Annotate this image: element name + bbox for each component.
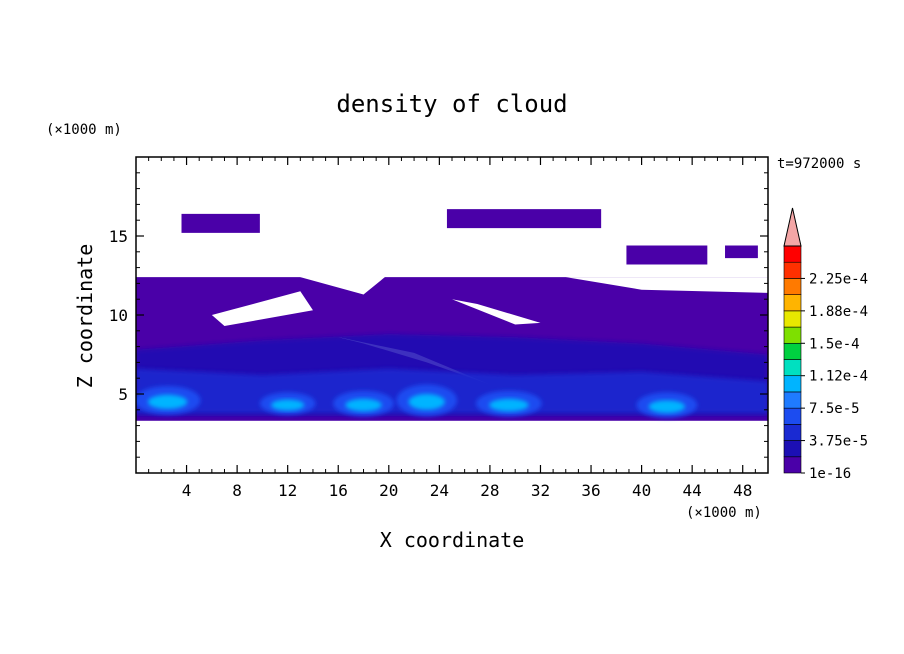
colorbar-swatch: [783, 456, 802, 474]
y-axis-label: Z coordinate: [73, 244, 97, 389]
core-inner-0: [147, 394, 188, 410]
clear-gap-0: [211, 291, 313, 327]
core-inner-4: [489, 398, 529, 412]
x-tick-label: 36: [581, 481, 600, 500]
cloud-region-4: [725, 245, 758, 259]
chart-title: density of cloud: [336, 90, 567, 118]
x-tick-label: 8: [232, 481, 242, 500]
colorbar-swatch: [783, 310, 802, 328]
x-tick-label: 40: [632, 481, 651, 500]
clear-gap-2: [452, 299, 541, 325]
colorbar-swatch: [783, 278, 802, 295]
colorbar-swatch: [783, 294, 802, 312]
core-inner-2: [345, 398, 382, 412]
colorbar-swatch: [783, 424, 802, 441]
colorbar-tick-label: 1.88e-4: [809, 304, 868, 320]
x-tick-label: 48: [733, 481, 752, 500]
cloud-region-3: [626, 245, 708, 265]
cloud-region-1: [181, 213, 260, 233]
x-tick-label: 20: [379, 481, 398, 500]
x-tick-label: 28: [480, 481, 499, 500]
colorbar-extend-arrow: [783, 207, 802, 247]
x-tick-label: 12: [278, 481, 297, 500]
colorbar: 1e-16 3.75e-5 7.5e-5 1.12e-4 1.5e-4 1.88e-4 2.…: [783, 207, 868, 482]
colorbar-swatch: [783, 261, 802, 279]
y-tick-label: 5: [118, 385, 128, 404]
colorbar-swatch: [783, 440, 802, 458]
colorbar-tick-label: 7.5e-5: [809, 401, 860, 417]
x-tick-label: 4: [182, 481, 192, 500]
y-tick-label: 15: [109, 227, 128, 246]
colorbar-tick-label: 1.5e-4: [809, 336, 860, 352]
core-inner-1: [270, 399, 305, 411]
clear-gap-5: [136, 420, 768, 426]
colorbar-swatch: [783, 391, 802, 409]
colorbar-swatch: [783, 342, 802, 360]
colorbar-tick-label: 1.12e-4: [809, 369, 868, 385]
clear-gap-4: [565, 277, 768, 293]
x-tick-label: 24: [430, 481, 449, 500]
core-inner-3: [408, 394, 445, 410]
colorbar-swatch: [783, 407, 802, 425]
x-tick-label: 44: [683, 481, 702, 500]
y-tick-label: 10: [109, 306, 128, 325]
core-inner-5: [648, 400, 686, 413]
y-unit-label: (×1000 m): [46, 122, 122, 138]
time-label: t=972000 s: [777, 156, 861, 172]
x-unit-label: (×1000 m): [686, 505, 762, 521]
colorbar-tick-label: 2.25e-4: [809, 271, 868, 287]
colorbar-swatch: [783, 375, 802, 393]
x-tick-label: 16: [329, 481, 348, 500]
x-tick-label: 32: [531, 481, 550, 500]
x-axis-label: X coordinate: [380, 528, 525, 552]
cloud-region-2: [446, 209, 602, 229]
colorbar-swatch: [783, 245, 802, 263]
clear-gap-1: [300, 242, 389, 295]
colorbar-tick-label: 3.75e-5: [809, 434, 868, 450]
colorbar-swatch: [783, 326, 802, 344]
colorbar-swatch: [783, 359, 802, 377]
colorbar-tick-label: 1e-16: [809, 466, 851, 482]
